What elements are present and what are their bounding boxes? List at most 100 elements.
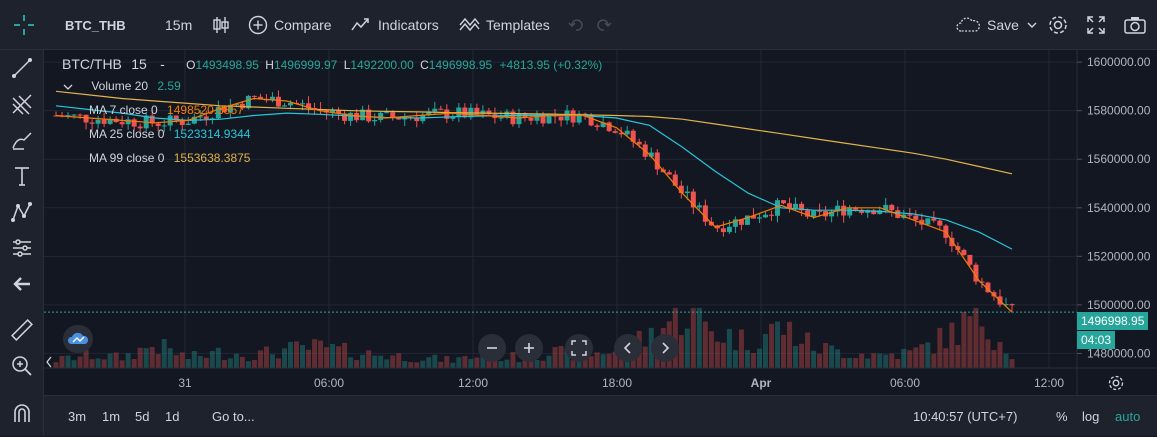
scroll-right-button[interactable] bbox=[651, 334, 679, 362]
save-label: Save bbox=[987, 17, 1019, 33]
trend-line-tool[interactable] bbox=[8, 54, 36, 82]
fullscreen-button[interactable] bbox=[1086, 0, 1106, 50]
indicators-button[interactable]: Indicators bbox=[350, 0, 439, 50]
pitchfork-icon bbox=[12, 94, 32, 115]
axis-settings-button[interactable] bbox=[1107, 374, 1125, 392]
collapse-toolbar-button[interactable] bbox=[44, 354, 54, 370]
candle-body bbox=[257, 96, 263, 100]
gear-icon bbox=[1108, 375, 1124, 391]
time-tick-label: 06:00 bbox=[314, 376, 344, 390]
redo-button[interactable] bbox=[596, 0, 612, 50]
candle-body bbox=[600, 122, 606, 128]
crosshair-icon[interactable] bbox=[12, 13, 36, 37]
volume-bar bbox=[546, 355, 552, 368]
candle-body bbox=[907, 214, 913, 216]
volume-bar bbox=[991, 350, 997, 368]
candle-body bbox=[787, 203, 793, 209]
candle-body bbox=[925, 218, 931, 225]
volume-bar bbox=[594, 352, 600, 368]
volume-bar bbox=[239, 356, 245, 368]
candle-body bbox=[726, 226, 732, 233]
candle-body bbox=[432, 108, 438, 112]
scroll-left-button[interactable] bbox=[614, 334, 642, 362]
log-toggle[interactable]: log bbox=[1082, 409, 1100, 424]
range-1d-button[interactable]: 1d bbox=[165, 409, 180, 424]
volume-bar bbox=[744, 350, 750, 368]
volume-bar bbox=[847, 358, 853, 368]
zoom-tool[interactable] bbox=[8, 352, 36, 380]
undo-button[interactable] bbox=[568, 0, 584, 50]
interval-button[interactable]: 15m bbox=[165, 0, 192, 50]
text-tool[interactable] bbox=[8, 162, 36, 190]
candle-body bbox=[973, 264, 979, 282]
chevron-down-icon bbox=[63, 84, 73, 90]
volume-bar bbox=[690, 308, 696, 368]
candle-body bbox=[588, 114, 594, 126]
volume-bar bbox=[907, 350, 913, 368]
auto-toggle[interactable]: auto bbox=[1115, 409, 1141, 424]
fib-tool[interactable] bbox=[8, 90, 36, 118]
volume-bar bbox=[342, 342, 348, 368]
pattern-tool[interactable] bbox=[8, 198, 36, 226]
chart-grid bbox=[44, 50, 1077, 368]
price-tick-label: 1540000.00 bbox=[1087, 201, 1151, 215]
volume-bar bbox=[269, 354, 275, 368]
templates-button[interactable]: Templates bbox=[458, 0, 550, 50]
settings-button[interactable] bbox=[1047, 0, 1069, 50]
volume-bar bbox=[221, 360, 227, 368]
last-price-tag: 1496998.95 bbox=[1077, 312, 1149, 330]
save-button[interactable]: Save bbox=[955, 0, 1039, 50]
candle-body bbox=[949, 237, 955, 247]
volume-bar bbox=[167, 348, 173, 368]
volume-bar bbox=[149, 347, 155, 368]
volume-bar bbox=[173, 355, 179, 368]
legend-high-prefix: H bbox=[265, 58, 274, 72]
range-1m-button[interactable]: 1m bbox=[102, 409, 121, 424]
brush-tool[interactable] bbox=[8, 126, 36, 154]
brand-logo[interactable] bbox=[63, 325, 93, 353]
symbol-button[interactable]: BTC_THB bbox=[65, 0, 126, 50]
candle-body bbox=[913, 215, 919, 220]
candle-body bbox=[847, 208, 853, 216]
candle-body bbox=[95, 119, 101, 124]
volume-bar bbox=[588, 356, 594, 368]
candle-body bbox=[762, 214, 768, 218]
compare-button[interactable]: Compare bbox=[248, 0, 332, 50]
volume-legend: Volume 20 2.59 bbox=[62, 79, 181, 93]
snapshot-button[interactable] bbox=[1123, 0, 1147, 50]
candle-body bbox=[504, 111, 510, 118]
range-5d-button[interactable]: 5d bbox=[135, 409, 150, 424]
goto-button[interactable]: Go to... bbox=[212, 409, 255, 424]
volume-bar bbox=[558, 345, 564, 368]
volume-bar bbox=[438, 361, 444, 368]
ma7-value: 1498520.3857 bbox=[167, 103, 244, 117]
reset-chart-button[interactable] bbox=[565, 334, 593, 362]
fit-screen-icon bbox=[571, 340, 587, 356]
candle-body bbox=[672, 174, 678, 186]
volume-bar bbox=[384, 359, 390, 368]
legend-collapse-button[interactable] bbox=[62, 79, 80, 93]
zoom-out-button[interactable] bbox=[478, 334, 506, 362]
volume-bar bbox=[131, 359, 137, 368]
zoom-in-button[interactable] bbox=[515, 334, 543, 362]
measure-tool[interactable] bbox=[8, 316, 36, 344]
chart-style-button[interactable] bbox=[212, 0, 230, 50]
prediction-tool[interactable] bbox=[8, 234, 36, 262]
volume-bar bbox=[161, 339, 167, 368]
back-tool[interactable] bbox=[8, 270, 36, 298]
magnet-tool[interactable] bbox=[8, 400, 36, 428]
volume-bar bbox=[227, 358, 233, 368]
volume-bar bbox=[312, 339, 318, 368]
candle-body bbox=[71, 114, 77, 116]
percent-toggle[interactable]: % bbox=[1056, 409, 1068, 424]
candle-body bbox=[426, 111, 432, 115]
volume-bar bbox=[696, 308, 702, 368]
volume-bar bbox=[853, 358, 859, 368]
range-3m-button[interactable]: 3m bbox=[68, 409, 87, 424]
ma99-line bbox=[55, 90, 1013, 175]
price-chart[interactable]: 1600000.00 1580000.00 1560000.00 1540000.00… bbox=[44, 50, 1157, 395]
ma25-value: 1523314.9344 bbox=[173, 127, 251, 141]
candle-body bbox=[233, 103, 239, 105]
volume-bar bbox=[257, 350, 263, 368]
volume-bar bbox=[125, 353, 131, 368]
